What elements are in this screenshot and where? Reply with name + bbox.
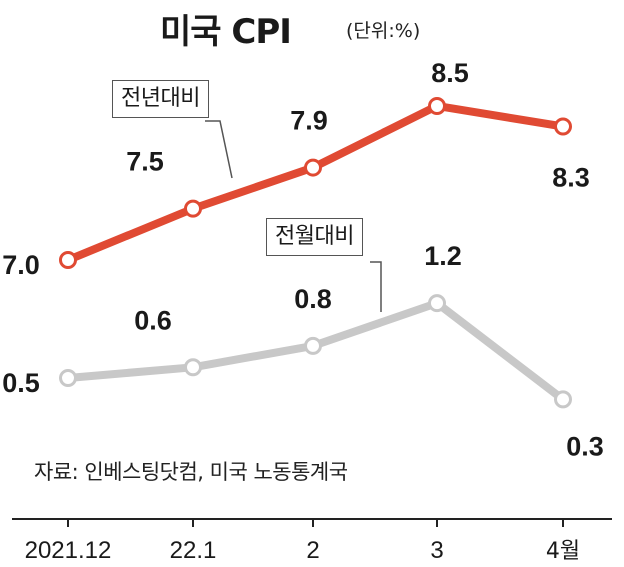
series-yoy: 7.0 7.5 7.9 8.5 8.3 <box>2 58 590 280</box>
data-label: 0.5 <box>2 368 40 398</box>
data-point <box>184 199 202 218</box>
callout-pointer-mom <box>370 261 382 312</box>
data-label: 8.3 <box>552 162 590 192</box>
data-point <box>554 117 572 136</box>
data-point <box>59 369 77 387</box>
data-point <box>184 358 202 377</box>
series-mom: 0.5 0.6 0.8 1.2 0.3 <box>2 241 604 461</box>
data-point <box>59 251 77 269</box>
data-point <box>304 336 322 355</box>
series-label-mom: 전월대비 <box>266 218 363 256</box>
data-point <box>304 158 322 177</box>
data-label: 1.2 <box>424 241 462 271</box>
data-point <box>428 96 446 115</box>
data-point <box>428 294 446 313</box>
data-label: 0.3 <box>566 431 604 461</box>
x-tick-label: 3 <box>430 537 443 564</box>
data-point <box>554 390 572 409</box>
data-label: 7.5 <box>126 147 164 177</box>
x-tick-label: 4월 <box>546 539 580 564</box>
series-label-yoy: 전년대비 <box>112 80 209 118</box>
x-tick-label: 2021.12 <box>25 537 112 564</box>
callout-pointers <box>205 120 382 312</box>
x-tick-label: 2 <box>306 537 319 564</box>
source-note: 자료: 인베스팅닷컴, 미국 노동통계국 <box>34 460 348 484</box>
data-label: 7.9 <box>290 106 328 136</box>
data-label: 0.8 <box>294 284 332 314</box>
data-label: 0.6 <box>134 305 172 335</box>
x-tick-label: 22.1 <box>170 537 217 564</box>
series-layer: 7.0 7.5 7.9 8.5 8.3 0.5 0.6 0.8 1.2 0.3 <box>2 58 604 461</box>
x-axis: 2021.12 22.1 2 3 4월 <box>12 518 612 564</box>
chart-title: 미국 CPI <box>160 12 292 52</box>
unit-label: (단위:%) <box>346 20 421 42</box>
data-label: 7.0 <box>2 250 40 280</box>
data-label: 8.5 <box>431 58 469 88</box>
callout-pointer-yoy <box>205 120 233 179</box>
